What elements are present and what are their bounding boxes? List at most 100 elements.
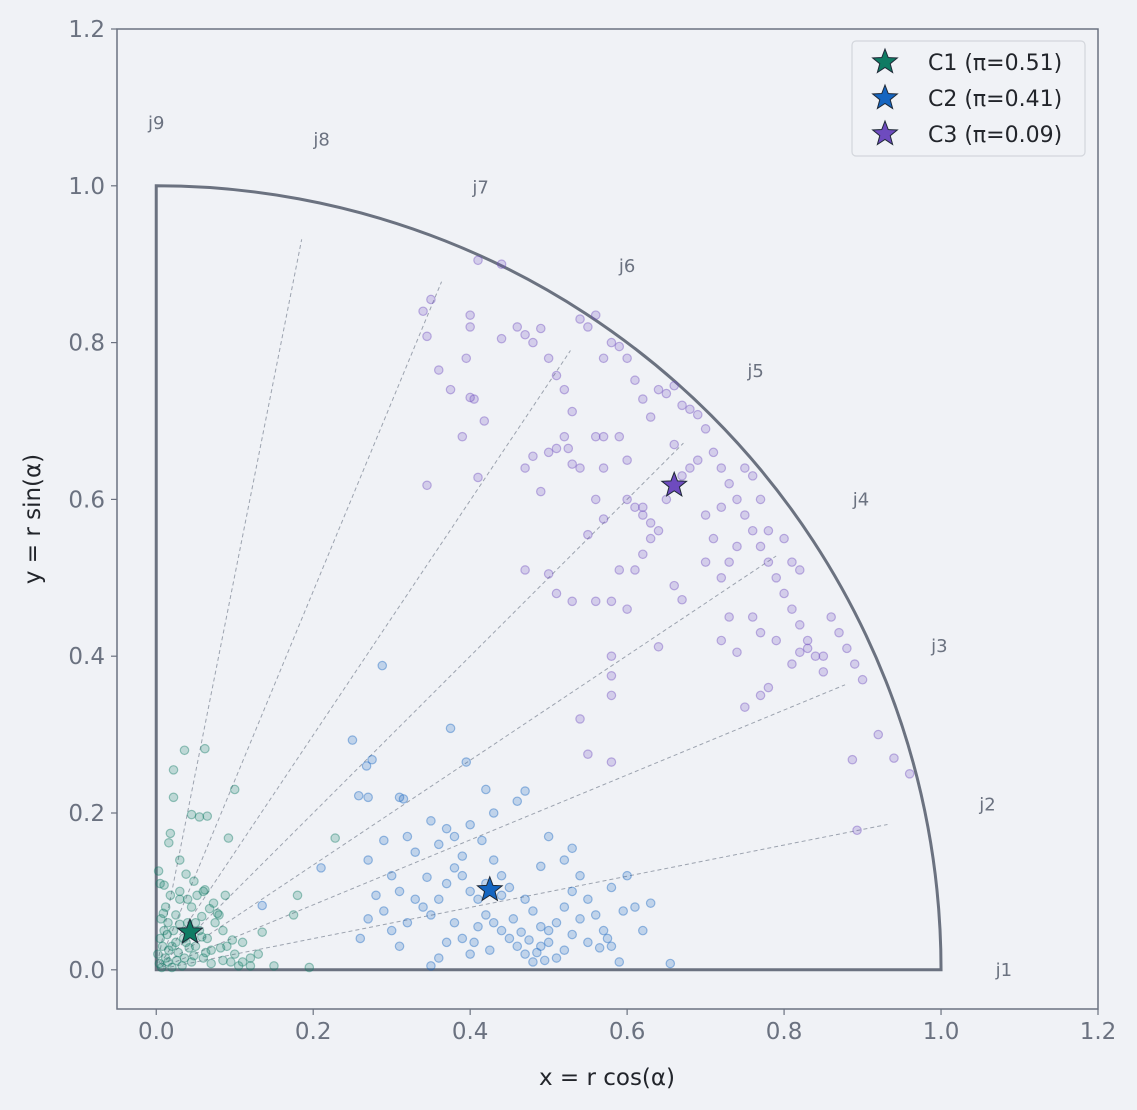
- data-point: [418, 306, 428, 317]
- data-point: [292, 890, 303, 901]
- data-point: [355, 933, 366, 944]
- data-point: [449, 863, 460, 873]
- data-point: [449, 917, 460, 928]
- data-point: [763, 525, 774, 536]
- data-point: [622, 455, 632, 465]
- legend: C1 (π=0.51) C2 (π=0.41) C3 (π=0.09): [851, 40, 1086, 157]
- data-point: [304, 962, 315, 973]
- data-point: [583, 529, 593, 540]
- data-point: [433, 839, 444, 850]
- data-point: [200, 743, 210, 754]
- data-point: [206, 945, 216, 955]
- data-point: [575, 714, 585, 724]
- data-point: [520, 565, 530, 575]
- data-point: [524, 935, 534, 945]
- data-point: [371, 890, 381, 901]
- data-point: [426, 816, 436, 826]
- x-tick-label: 0.2: [295, 1019, 332, 1045]
- data-point: [889, 753, 899, 763]
- data-point: [716, 502, 727, 513]
- data-point: [685, 463, 695, 473]
- data-point: [653, 641, 664, 652]
- data-point: [496, 259, 507, 269]
- ray-label: j4: [852, 489, 869, 510]
- data-point: [496, 890, 507, 901]
- data-point: [159, 925, 169, 936]
- ray-label: j8: [312, 129, 329, 150]
- data-point: [606, 596, 617, 607]
- data-point: [794, 565, 805, 575]
- data-point: [779, 533, 789, 544]
- data-point: [528, 906, 538, 916]
- data-point: [158, 908, 169, 919]
- data-point: [551, 953, 562, 963]
- data-point: [842, 643, 852, 654]
- data-point: [465, 322, 475, 332]
- x-tick-label: 0.8: [766, 1019, 803, 1045]
- x-tick-label: 0.0: [138, 1019, 175, 1045]
- y-tick-label: 0.8: [68, 331, 105, 357]
- data-point: [245, 953, 256, 963]
- data-point: [763, 557, 774, 567]
- data-point: [257, 900, 267, 911]
- data-point: [708, 447, 719, 458]
- x-tick-label: 1.2: [1080, 1019, 1117, 1045]
- data-point: [575, 463, 585, 473]
- data-point: [724, 478, 734, 489]
- data-point: [181, 869, 191, 879]
- ray-label: j6: [618, 256, 635, 277]
- data-point: [661, 388, 672, 399]
- data-point: [653, 384, 664, 395]
- data-point: [520, 949, 530, 959]
- data-point: [638, 549, 648, 560]
- data-point: [512, 796, 523, 807]
- data-point: [598, 925, 609, 936]
- data-point: [155, 933, 165, 944]
- data-point: [535, 861, 546, 872]
- data-point: [802, 635, 813, 646]
- data-point: [567, 406, 577, 417]
- data-point: [402, 831, 413, 842]
- data-point: [826, 612, 836, 622]
- data-point: [182, 894, 193, 905]
- y-tick-label: 0.2: [68, 801, 105, 827]
- data-point: [692, 409, 703, 420]
- legend-label: C3 (π=0.09): [928, 123, 1062, 148]
- data-point: [153, 949, 163, 959]
- data-point: [614, 341, 625, 352]
- data-point: [740, 510, 750, 520]
- data-point: [465, 310, 475, 320]
- data-point: [200, 947, 211, 958]
- data-point: [669, 580, 680, 591]
- data-point: [849, 659, 860, 669]
- legend-label: C2 (π=0.41): [928, 87, 1062, 112]
- data-point: [445, 723, 456, 734]
- data-point: [220, 890, 231, 901]
- data-point: [598, 431, 609, 442]
- data-point: [481, 784, 491, 795]
- data-point: [575, 914, 585, 924]
- x-tick-label: 0.6: [609, 1019, 646, 1045]
- legend-marker: [871, 83, 899, 110]
- data-point: [606, 882, 617, 893]
- data-point: [873, 729, 884, 740]
- data-point: [622, 494, 632, 505]
- data-point: [847, 754, 858, 765]
- data-point: [189, 876, 199, 887]
- data-point: [602, 933, 613, 944]
- data-point: [163, 837, 174, 848]
- data-point: [194, 812, 205, 822]
- data-point: [653, 525, 664, 536]
- data-point: [614, 957, 625, 967]
- data-point: [606, 941, 617, 952]
- data-point: [394, 941, 405, 952]
- data-point: [179, 953, 190, 963]
- data-point: [551, 588, 562, 599]
- data-point: [477, 835, 487, 846]
- data-point: [379, 835, 389, 846]
- legend-label: C1 (π=0.51): [928, 51, 1062, 76]
- data-point: [520, 463, 530, 473]
- data-point: [163, 957, 173, 967]
- data-point: [771, 572, 782, 583]
- data-point: [363, 855, 373, 865]
